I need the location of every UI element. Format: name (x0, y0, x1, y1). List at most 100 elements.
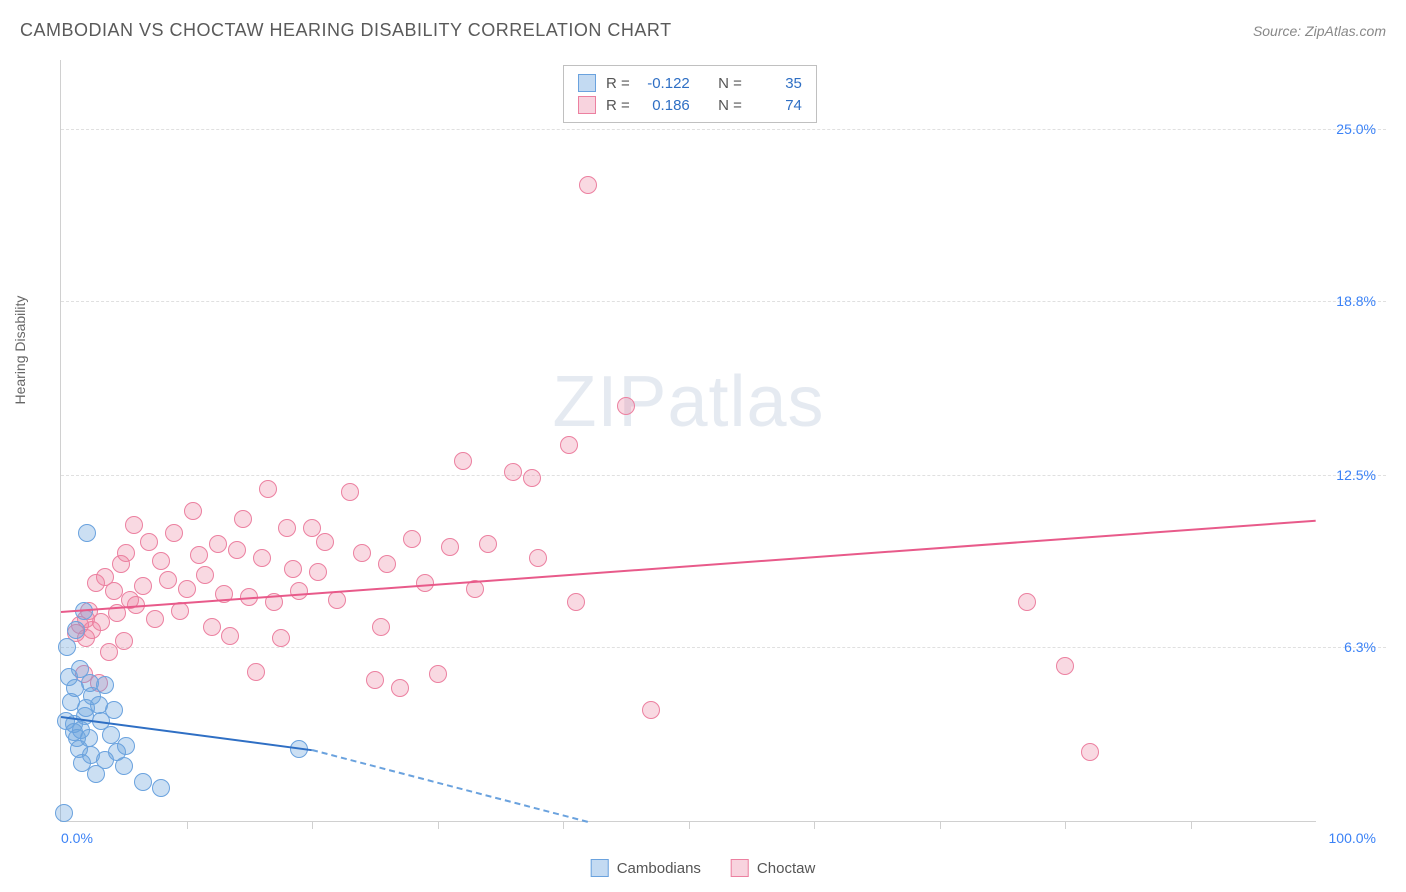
legend: Cambodians Choctaw (591, 859, 816, 877)
x-axis-max-label: 100.0% (1329, 830, 1376, 846)
data-point-choctaw (196, 566, 214, 584)
data-point-cambodian (67, 621, 85, 639)
data-point-choctaw (366, 671, 384, 689)
legend-label-2: Choctaw (757, 860, 815, 877)
y-tick-label: 12.5% (1336, 467, 1376, 483)
data-point-choctaw (353, 544, 371, 562)
data-point-choctaw (579, 176, 597, 194)
n-value-2: 74 (752, 97, 802, 114)
data-point-choctaw (1018, 593, 1036, 611)
swatch-blue-icon (591, 859, 609, 877)
data-point-choctaw (259, 480, 277, 498)
data-point-choctaw (1081, 743, 1099, 761)
data-point-choctaw (560, 436, 578, 454)
data-point-choctaw (284, 560, 302, 578)
r-value-1: -0.122 (640, 75, 690, 92)
watermark: ZIPatlas (552, 361, 824, 443)
y-tick-label: 6.3% (1344, 639, 1376, 655)
data-point-cambodian (152, 779, 170, 797)
data-point-cambodian (96, 676, 114, 694)
data-point-cambodian (58, 638, 76, 656)
data-point-choctaw (117, 544, 135, 562)
data-point-choctaw (105, 582, 123, 600)
y-tick-label: 18.8% (1336, 293, 1376, 309)
data-point-choctaw (529, 549, 547, 567)
n-label-1: N = (718, 75, 742, 92)
data-point-cambodian (80, 729, 98, 747)
chart-area: Hearing Disability ZIPatlas R = -0.122 N… (50, 60, 1386, 842)
data-point-choctaw (391, 679, 409, 697)
data-point-choctaw (341, 483, 359, 501)
data-point-choctaw (278, 519, 296, 537)
data-point-choctaw (479, 535, 497, 553)
y-axis-label: Hearing Disability (12, 296, 28, 405)
y-tick-label: 25.0% (1336, 121, 1376, 137)
x-tick (563, 821, 564, 829)
data-point-choctaw (209, 535, 227, 553)
x-tick (1065, 821, 1066, 829)
data-point-choctaw (247, 663, 265, 681)
data-point-choctaw (617, 397, 635, 415)
data-point-choctaw (523, 469, 541, 487)
data-point-choctaw (290, 582, 308, 600)
swatch-pink-icon (578, 96, 596, 114)
data-point-choctaw (125, 516, 143, 534)
x-tick (187, 821, 188, 829)
legend-item-1: Cambodians (591, 859, 701, 877)
data-point-choctaw (372, 618, 390, 636)
gridline (61, 301, 1386, 302)
n-label-2: N = (718, 97, 742, 114)
data-point-choctaw (221, 627, 239, 645)
swatch-pink-icon (731, 859, 749, 877)
source-label: Source: ZipAtlas.com (1253, 23, 1386, 39)
data-point-choctaw (272, 629, 290, 647)
data-point-choctaw (441, 538, 459, 556)
data-point-choctaw (146, 610, 164, 628)
data-point-choctaw (165, 524, 183, 542)
r-label-1: R = (606, 75, 630, 92)
x-tick (814, 821, 815, 829)
data-point-cambodian (105, 701, 123, 719)
data-point-choctaw (567, 593, 585, 611)
data-point-choctaw (152, 552, 170, 570)
trendline-cambodian (61, 716, 312, 751)
x-tick (312, 821, 313, 829)
stats-row-2: R = 0.186 N = 74 (578, 94, 802, 116)
x-tick (689, 821, 690, 829)
n-value-1: 35 (752, 75, 802, 92)
data-point-choctaw (140, 533, 158, 551)
data-point-choctaw (309, 563, 327, 581)
data-point-choctaw (403, 530, 421, 548)
data-point-cambodian (55, 804, 73, 822)
r-label-2: R = (606, 97, 630, 114)
data-point-choctaw (378, 555, 396, 573)
x-tick (1191, 821, 1192, 829)
data-point-cambodian (117, 737, 135, 755)
x-tick (940, 821, 941, 829)
gridline (61, 647, 1386, 648)
data-point-choctaw (178, 580, 196, 598)
stats-box: R = -0.122 N = 35 R = 0.186 N = 74 (563, 65, 817, 123)
data-point-choctaw (253, 549, 271, 567)
data-point-choctaw (134, 577, 152, 595)
data-point-choctaw (642, 701, 660, 719)
data-point-choctaw (429, 665, 447, 683)
data-point-choctaw (115, 632, 133, 650)
data-point-choctaw (190, 546, 208, 564)
data-point-choctaw (454, 452, 472, 470)
swatch-blue-icon (578, 74, 596, 92)
data-point-choctaw (504, 463, 522, 481)
legend-label-1: Cambodians (617, 860, 701, 877)
data-point-choctaw (234, 510, 252, 528)
chart-title: CAMBODIAN VS CHOCTAW HEARING DISABILITY … (20, 20, 672, 41)
gridline (61, 475, 1386, 476)
trendline-choctaw (61, 519, 1316, 612)
x-tick (438, 821, 439, 829)
data-point-cambodian (115, 757, 133, 775)
data-point-choctaw (203, 618, 221, 636)
stats-row-1: R = -0.122 N = 35 (578, 72, 802, 94)
data-point-cambodian (134, 773, 152, 791)
data-point-choctaw (92, 613, 110, 631)
data-point-choctaw (159, 571, 177, 589)
plot-region: ZIPatlas R = -0.122 N = 35 R = 0.186 N =… (60, 60, 1316, 822)
